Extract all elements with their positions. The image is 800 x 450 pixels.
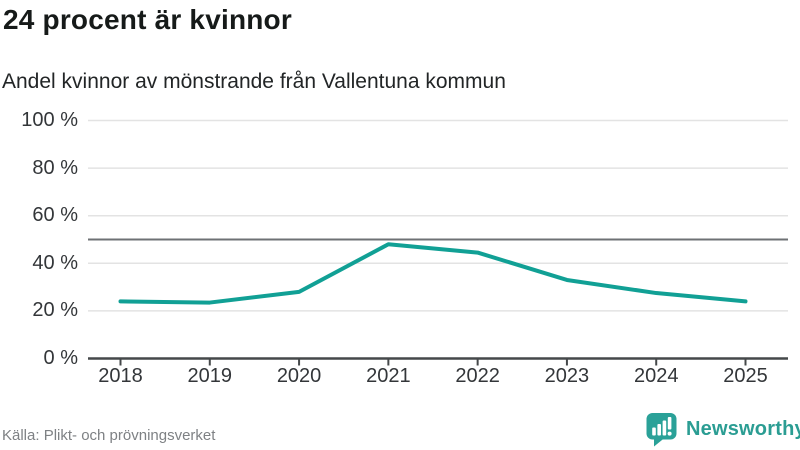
y-tick-label: 40 % xyxy=(32,251,78,274)
x-tick-label: 2025 xyxy=(723,365,768,387)
y-tick-label: 0 % xyxy=(43,347,78,369)
chart-title: 24 procent är kvinnor xyxy=(3,4,292,35)
x-tick-label: 2018 xyxy=(98,365,143,387)
source-note: Källa: Plikt- och prövningsverket xyxy=(2,427,216,444)
x-tick-label: 2023 xyxy=(544,365,590,387)
newsworthy-speech-bubble-bar-chart-icon xyxy=(646,413,677,447)
newsworthy-logo-text: Newsworthy xyxy=(686,418,800,440)
data-line xyxy=(118,242,748,305)
x-tick-label: 2019 xyxy=(187,365,233,387)
y-tick-label: 80 % xyxy=(32,156,78,179)
y-tick-label: 100 % xyxy=(21,109,78,131)
x-tick-label: 2020 xyxy=(276,365,322,387)
y-tick-label: 20 % xyxy=(32,299,78,322)
x-tick-label: 2024 xyxy=(633,365,679,387)
x-tick-label: 2021 xyxy=(366,365,411,387)
y-tick-label: 60 % xyxy=(32,204,78,227)
newsworthy-logo: Newsworthy xyxy=(645,412,800,447)
chart-subtitle: Andel kvinnor av mönstrande från Vallent… xyxy=(2,70,506,93)
x-tick-label: 2022 xyxy=(455,365,500,387)
